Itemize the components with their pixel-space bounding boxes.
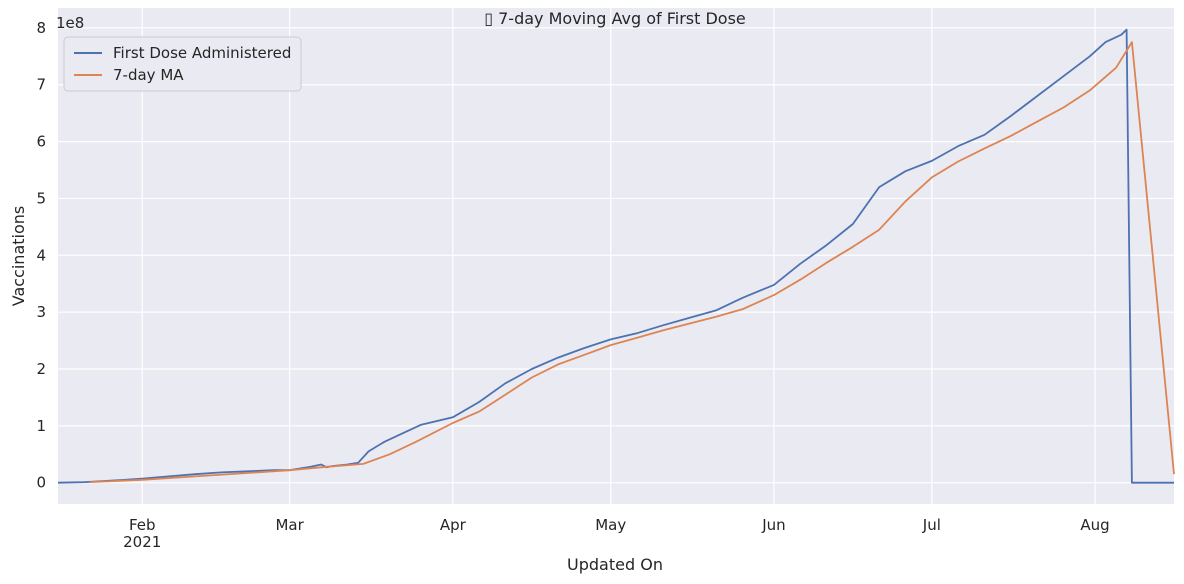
x-tick-label: Mar [275, 516, 304, 534]
x-tick-label: Feb [129, 516, 156, 534]
y-tick-label: 1 [36, 417, 46, 435]
y-tick-label: 2 [36, 360, 46, 378]
legend-label-first-dose: First Dose Administered [113, 44, 291, 62]
x-axis-ticks: Feb Mar Apr May Jun Jul Aug 2021 [123, 516, 1110, 551]
x-tick-label: May [595, 516, 626, 534]
x-axis-title: Updated On [567, 555, 663, 574]
y-tick-label: 4 [36, 246, 46, 264]
y-tick-label: 8 [36, 19, 46, 37]
x-tick-label: Aug [1080, 516, 1109, 534]
series-lines [57, 28, 1175, 484]
x-tick-label: Jul [922, 516, 941, 534]
y-axis-ticks: 0 1 2 3 4 5 6 7 8 [36, 19, 46, 492]
y-tick-label: 0 [36, 474, 46, 492]
chart-title: ▯ 7-day Moving Avg of First Dose [484, 9, 746, 28]
legend-label-7-day-ma: 7-day MA [113, 66, 184, 84]
legend: First Dose Administered 7-day MA [63, 36, 302, 92]
legend-box [63, 36, 302, 92]
y-offset-label: 1e8 [56, 14, 84, 32]
y-tick-label: 3 [36, 303, 46, 321]
y-tick-label: 5 [36, 189, 46, 207]
y-tick-label: 6 [36, 133, 46, 151]
x-tick-year-label: 2021 [123, 533, 161, 551]
y-tick-label: 7 [36, 76, 46, 94]
y-axis-title: Vaccinations [9, 206, 28, 306]
x-tick-label: Apr [440, 516, 467, 534]
series-line-7-day-ma [89, 41, 1175, 483]
x-tick-label: Jun [761, 516, 785, 534]
